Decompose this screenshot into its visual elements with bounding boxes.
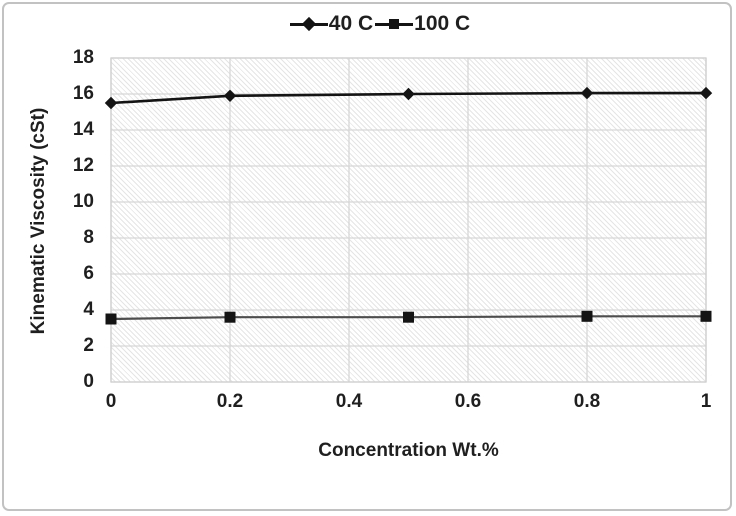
x-tick-label: 0.6 [454,391,482,412]
y-tick-label: 0 [83,371,94,392]
diamond-marker-chip [301,16,316,32]
x-tick-label: 0.2 [216,391,244,412]
data-point-square [403,311,414,323]
y-tick-label: 4 [83,299,94,320]
y-tick-label: 10 [72,191,94,212]
y-tick-label: 18 [72,47,94,68]
square-marker-icon [375,16,414,32]
data-point-square [224,311,236,323]
x-tick-label: 0.4 [335,391,363,412]
x-axis-title: Concentration Wt.% [318,440,499,461]
y-tick-label: 14 [72,119,94,140]
chart-legend: 40 C 100 C [0,12,736,36]
data-point-square [700,310,712,322]
data-point-diamond [104,96,118,110]
y-tick-label: 16 [72,83,94,104]
data-point-square [581,310,593,322]
legend-label-40c: 40 C [328,12,374,35]
x-tick-label: 1 [700,391,712,412]
y-tick-label: 12 [72,155,94,176]
plot-border [110,57,707,383]
data-point-diamond [699,86,713,100]
data-point-square [105,313,117,325]
plot-area [104,57,713,383]
y-tick-label: 8 [83,227,94,248]
data-point-diamond [223,89,237,102]
square-marker-chip [389,19,400,29]
legend-item-100c: 100 C [375,12,470,36]
data-point-diamond [402,87,415,101]
x-tick-label: 0 [105,391,117,412]
y-tick-label: 2 [83,335,94,356]
data-point-diamond [580,86,594,100]
plot-svg [104,57,713,383]
diamond-marker-icon [289,16,328,32]
y-tick-label: 6 [83,263,94,284]
x-tick-label: 0.8 [573,391,601,412]
legend-item-40c: 40 C [289,12,374,36]
legend-label-100c: 100 C [414,12,471,35]
